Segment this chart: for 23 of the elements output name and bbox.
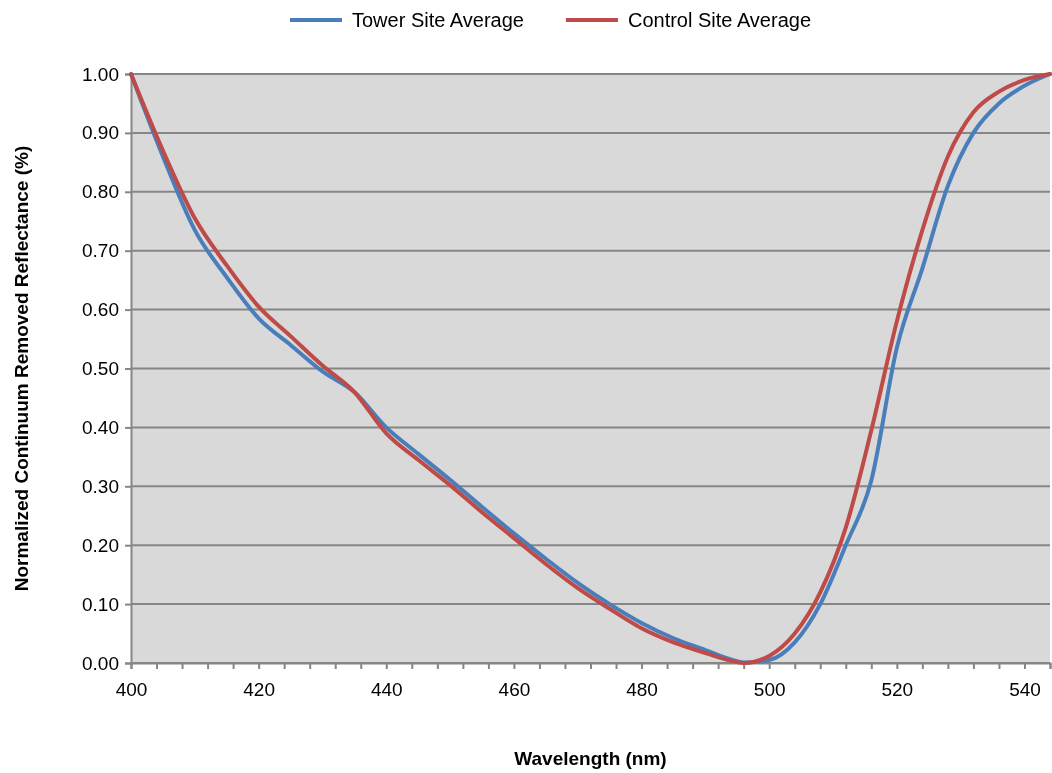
y-tick-label: 0.00 [82, 652, 119, 674]
y-tick-label: 0.70 [82, 240, 119, 262]
x-tick-label: 520 [881, 679, 914, 701]
y-axis-title: Normalized Continuum Removed Reflectance (%) [11, 145, 32, 592]
x-tick-label: 460 [498, 679, 531, 701]
y-tick-label: 0.20 [82, 534, 119, 556]
y-tick-label: 0.90 [82, 122, 119, 144]
x-tick-label: 420 [243, 679, 275, 701]
y-tick-label: 0.60 [82, 299, 119, 321]
y-tick-label: 0.10 [82, 593, 119, 615]
x-tick-label: 440 [370, 679, 403, 701]
y-tick-label: 0.80 [82, 181, 119, 203]
legend-label: Control Site Average [627, 9, 812, 31]
x-tick-label: 540 [1009, 679, 1041, 701]
x-tick-label: 480 [626, 679, 658, 701]
x-tick-label: 500 [753, 679, 786, 701]
y-tick-label: 0.40 [82, 416, 119, 438]
y-tick-label: 0.30 [82, 475, 119, 497]
x-tick-label: 400 [115, 679, 148, 701]
y-tick-label: 1.00 [82, 63, 119, 85]
y-tick-label: 0.50 [82, 358, 119, 380]
x-axis-title: Wavelength (nm) [514, 748, 667, 769]
legend-label: Tower Site Average [351, 9, 524, 31]
